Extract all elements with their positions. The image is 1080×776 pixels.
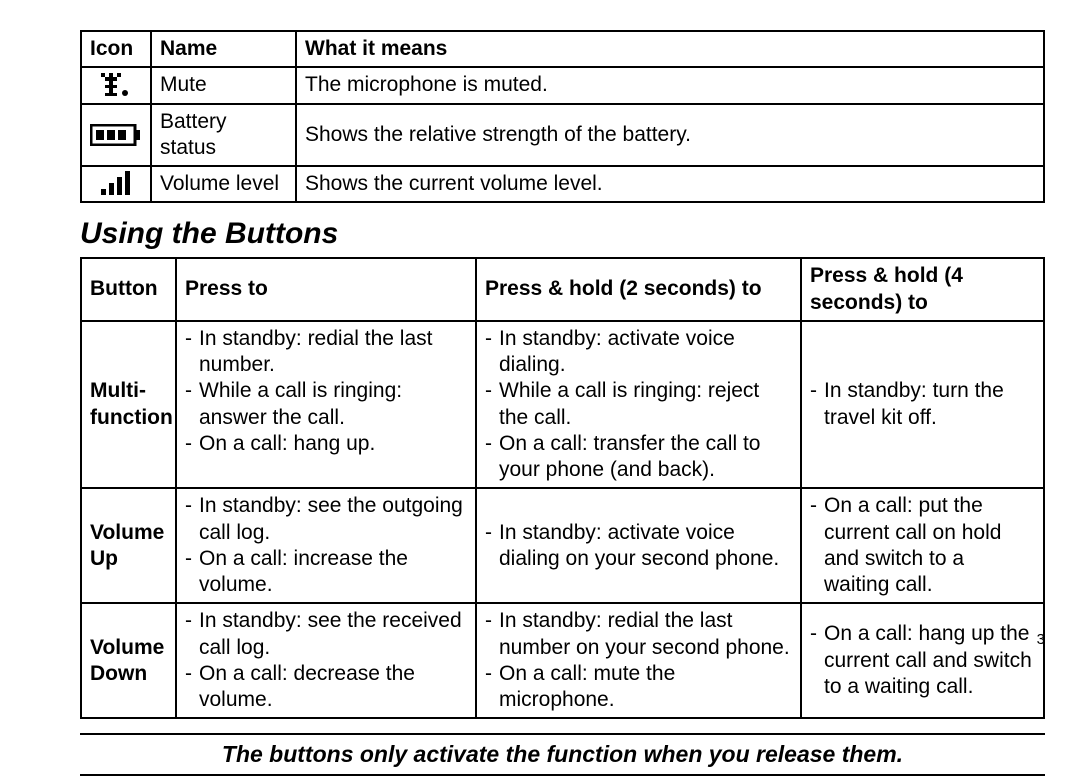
hold2-actions: In standby: activate voice dialing.While… [476,321,801,489]
col-meaning: What it means [296,31,1044,67]
table-row: Multi-function In standby: redial the la… [81,321,1044,489]
button-name: VolumeUp [81,488,176,603]
hold4-actions: On a call: put the current call on hold … [801,488,1044,603]
list-item: On a call: hang up. [185,431,467,457]
mute-icon [81,67,151,103]
list-item: On a call: decrease the volume. [185,661,467,714]
col-icon: Icon [81,31,151,67]
list-item: On a call: put the current call on hold … [810,493,1035,598]
buttons-table: Button Press to Press & hold (2 seconds)… [80,257,1045,719]
icon-meanings-table: Icon Name What it means Mute The microph… [80,30,1045,203]
battery-icon [81,104,151,167]
list-item: In standby: activate voice dialing on yo… [485,520,792,573]
list-item: While a call is ringing: answer the call… [185,378,467,431]
table-header-row: Button Press to Press & hold (2 seconds)… [81,258,1044,321]
col-press: Press to [176,258,476,321]
button-name: Multi-function [81,321,176,489]
hold4-actions: On a call: hang up the current call and … [801,603,1044,718]
table-row: Battery status Shows the relative streng… [81,104,1044,167]
icon-meaning: Shows the current volume level. [296,166,1044,202]
list-item: In standby: redial the last number. [185,326,467,379]
col-hold4: Press & hold (4 seconds) to [801,258,1044,321]
col-name: Name [151,31,296,67]
hold2-actions: In standby: redial the last number on yo… [476,603,801,718]
list-item: On a call: hang up the current call and … [810,621,1035,700]
icon-meaning: Shows the relative strength of the batte… [296,104,1044,167]
list-item: In standby: see the received call log. [185,608,467,661]
table-row: Volume level Shows the current volume le… [81,166,1044,202]
icon-name: Battery status [151,104,296,167]
icon-meaning: The microphone is muted. [296,67,1044,103]
manual-page: Icon Name What it means Mute The microph… [0,0,1080,670]
col-hold2: Press & hold (2 seconds) to [476,258,801,321]
icon-name: Volume level [151,166,296,202]
list-item: In standby: redial the last number on yo… [485,608,792,661]
table-row: Mute The microphone is muted. [81,67,1044,103]
table-row: VolumeDown In standby: see the received … [81,603,1044,718]
list-item: In standby: turn the travel kit off. [810,378,1035,431]
list-item: On a call: transfer the call to your pho… [485,431,792,484]
hold2-actions: In standby: activate voice dialing on yo… [476,488,801,603]
section-title: Using the Buttons [80,217,1050,251]
volume-icon [81,166,151,202]
page-number: 3 [1037,631,1045,648]
table-row: VolumeUp In standby: see the outgoing ca… [81,488,1044,603]
icon-name: Mute [151,67,296,103]
list-item: In standby: activate voice dialing. [485,326,792,379]
table-header-row: Icon Name What it means [81,31,1044,67]
footnote: The buttons only activate the function w… [80,733,1045,776]
press-actions: In standby: see the outgoing call log.On… [176,488,476,603]
list-item: While a call is ringing: reject the call… [485,378,792,431]
press-actions: In standby: redial the last number.While… [176,321,476,489]
list-item: On a call: increase the volume. [185,546,467,599]
button-name: VolumeDown [81,603,176,718]
col-button: Button [81,258,176,321]
hold4-actions: In standby: turn the travel kit off. [801,321,1044,489]
press-actions: In standby: see the received call log.On… [176,603,476,718]
list-item: In standby: see the outgoing call log. [185,493,467,546]
list-item: On a call: mute the microphone. [485,661,792,714]
